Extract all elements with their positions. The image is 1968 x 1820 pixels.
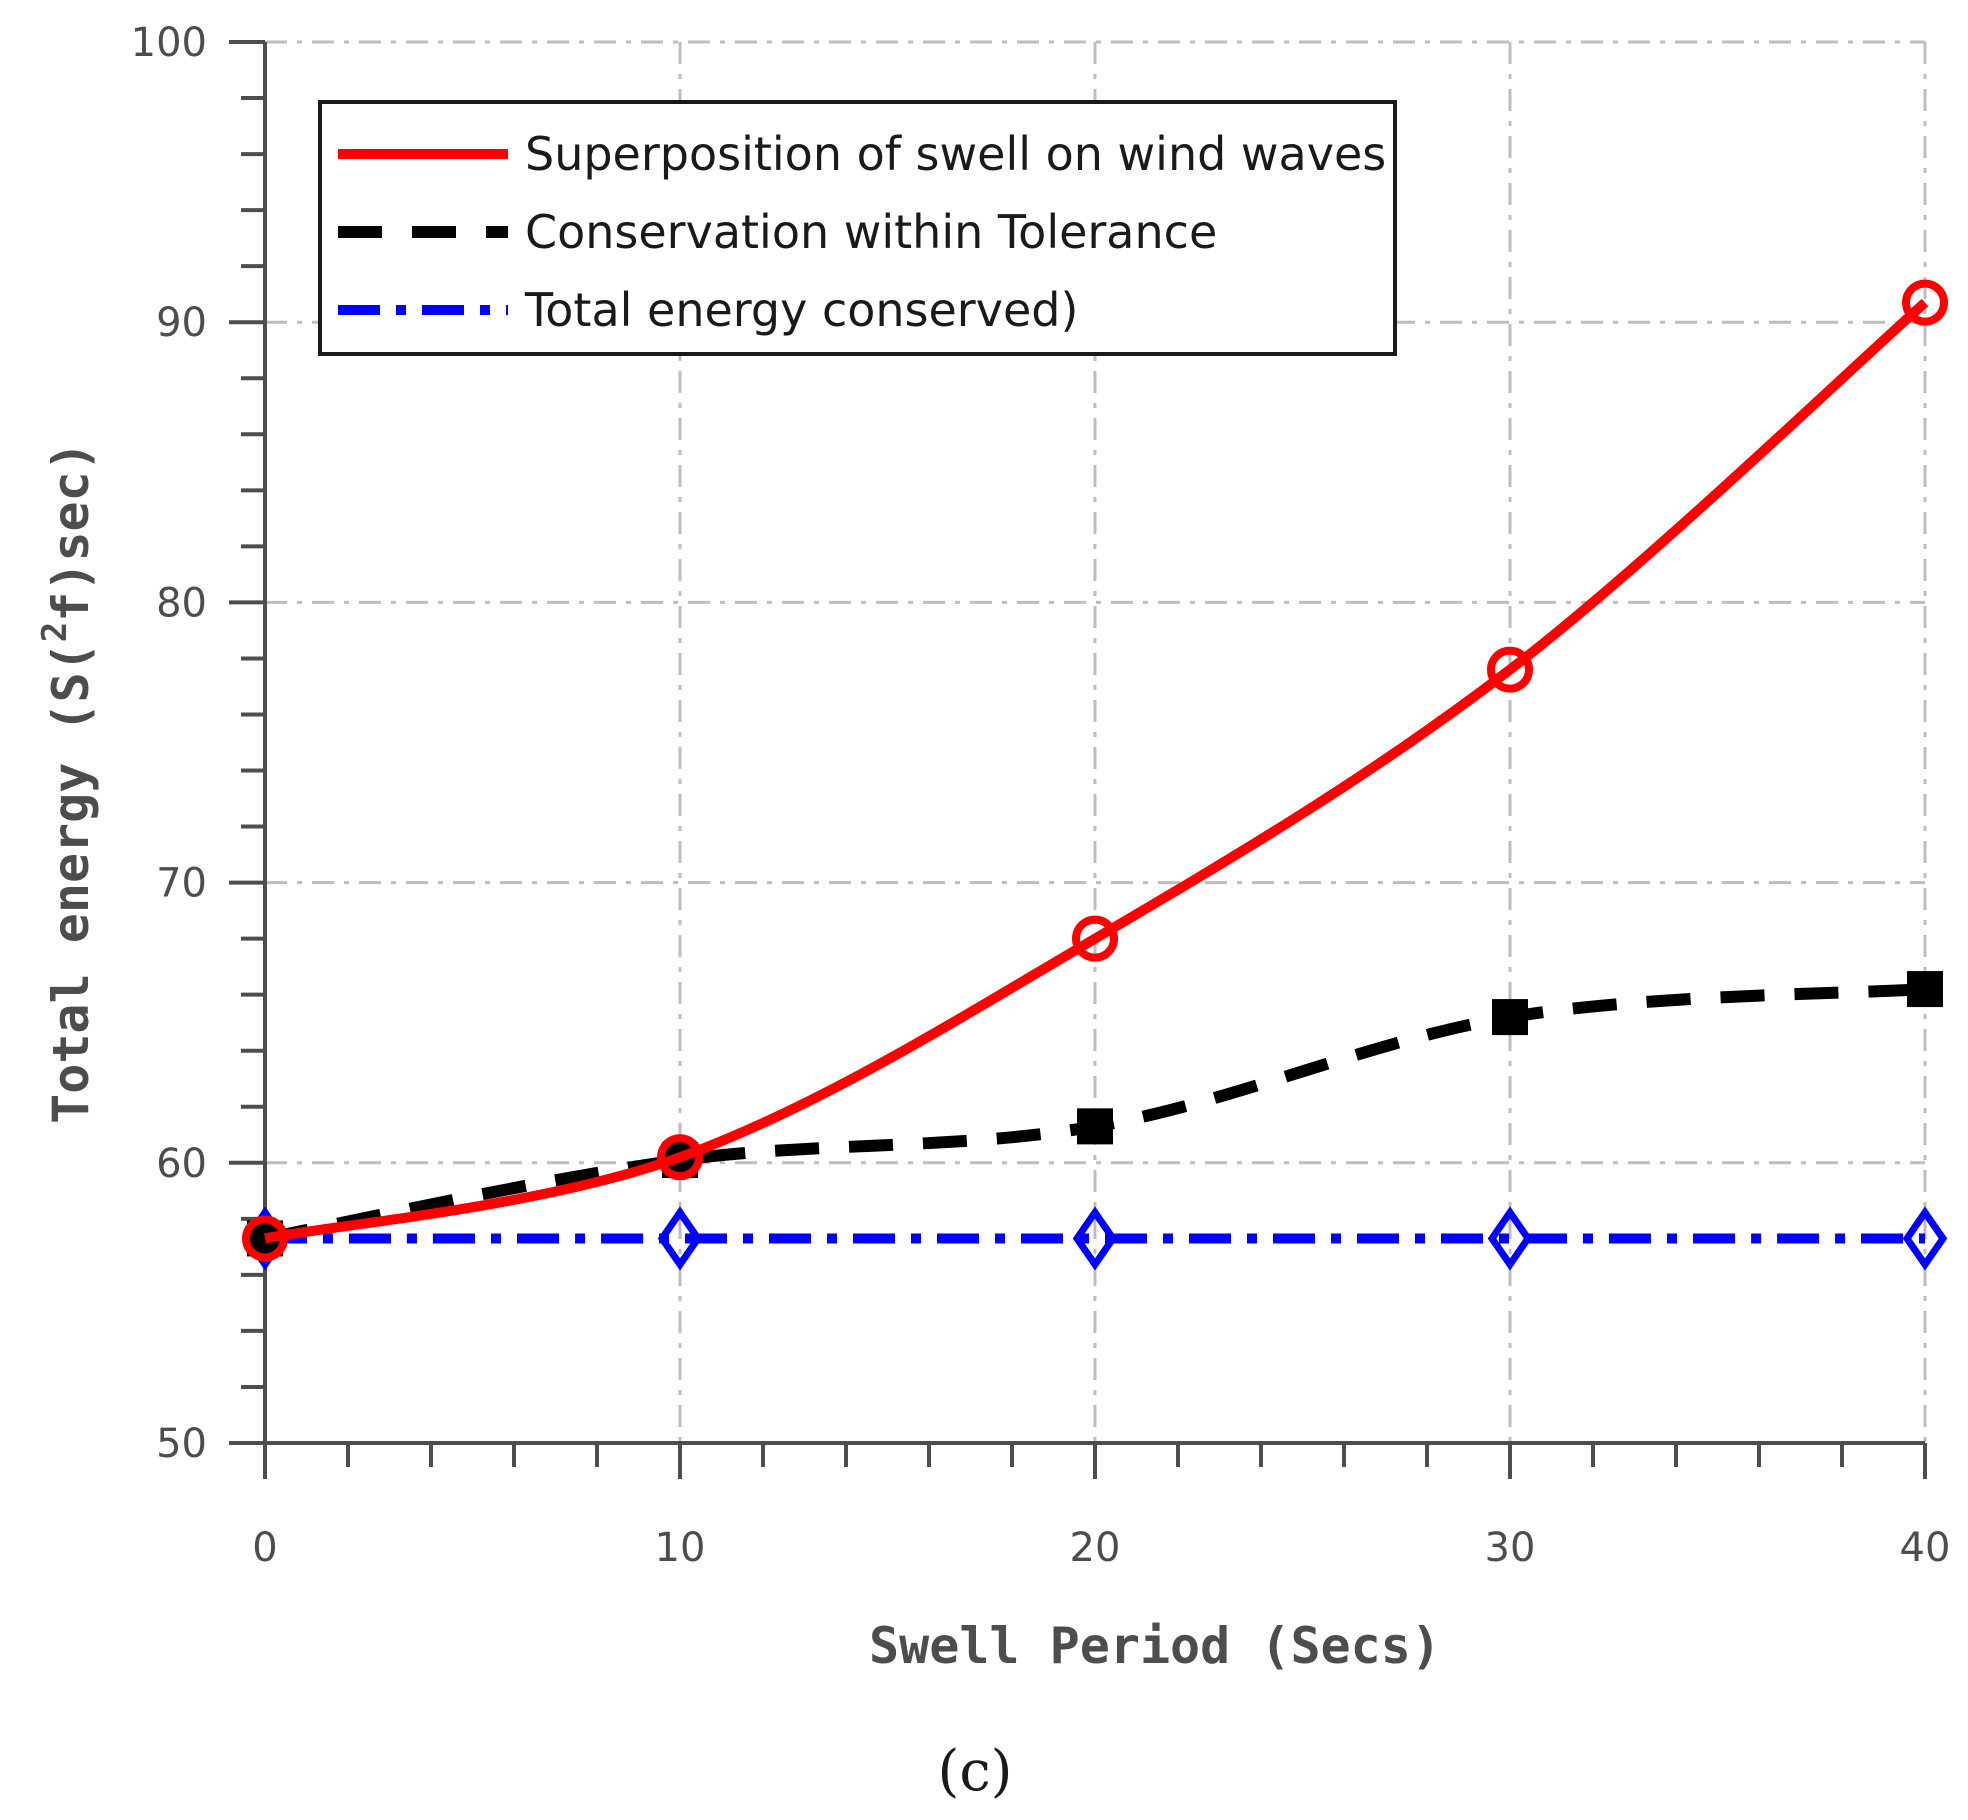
diamond-marker: [657, 1206, 703, 1271]
square-marker: [1077, 1108, 1113, 1145]
legend: Superposition of swell on wind waves Cons…: [318, 100, 1397, 356]
legend-label: Superposition of swell on wind waves: [525, 127, 1386, 181]
diamond-marker: [1902, 1206, 1948, 1271]
x-tick-label: 10: [655, 1525, 706, 1571]
series-0: [242, 279, 1948, 1262]
legend-label: Conservation within Tolerance: [525, 205, 1217, 259]
circle-marker: [1902, 279, 1948, 326]
circle-marker: [1072, 915, 1118, 962]
x-tick-label: 40: [1900, 1525, 1951, 1571]
y-tick-label: 80: [156, 580, 207, 626]
y-tick-label: 100: [131, 20, 207, 66]
x-axis-title: Swell Period (Secs): [869, 1617, 1441, 1675]
y-axis-title: Total energy (S(2f)sec): [35, 441, 100, 1124]
circle-marker: [242, 1215, 288, 1262]
circle-marker: [1487, 646, 1533, 693]
square-marker: [1492, 999, 1528, 1036]
x-tick-label: 0: [252, 1525, 277, 1571]
diamond-marker: [1487, 1206, 1533, 1271]
circle-marker: [657, 1134, 703, 1181]
series-line: [264, 298, 1929, 1244]
panel-label: (c): [937, 1739, 1012, 1804]
axes: 50 60 70 80 90 100 0 10 20 30 40: [131, 20, 1951, 1571]
x-tick-label: 20: [1070, 1525, 1121, 1571]
x-tick-label: 30: [1485, 1525, 1536, 1571]
y-tick-label: 50: [156, 1421, 207, 1467]
diamond-marker: [1072, 1206, 1118, 1271]
data-series: [242, 279, 1948, 1271]
y-tick-label: 60: [156, 1141, 207, 1187]
y-tick-label: 90: [156, 300, 207, 346]
y-axis-superscript: 2: [35, 622, 75, 642]
grid-lines: [265, 40, 1927, 1443]
y-tick-label: 70: [156, 861, 207, 907]
square-marker: [1907, 971, 1943, 1008]
legend-label: Total energy conserved): [524, 283, 1078, 337]
